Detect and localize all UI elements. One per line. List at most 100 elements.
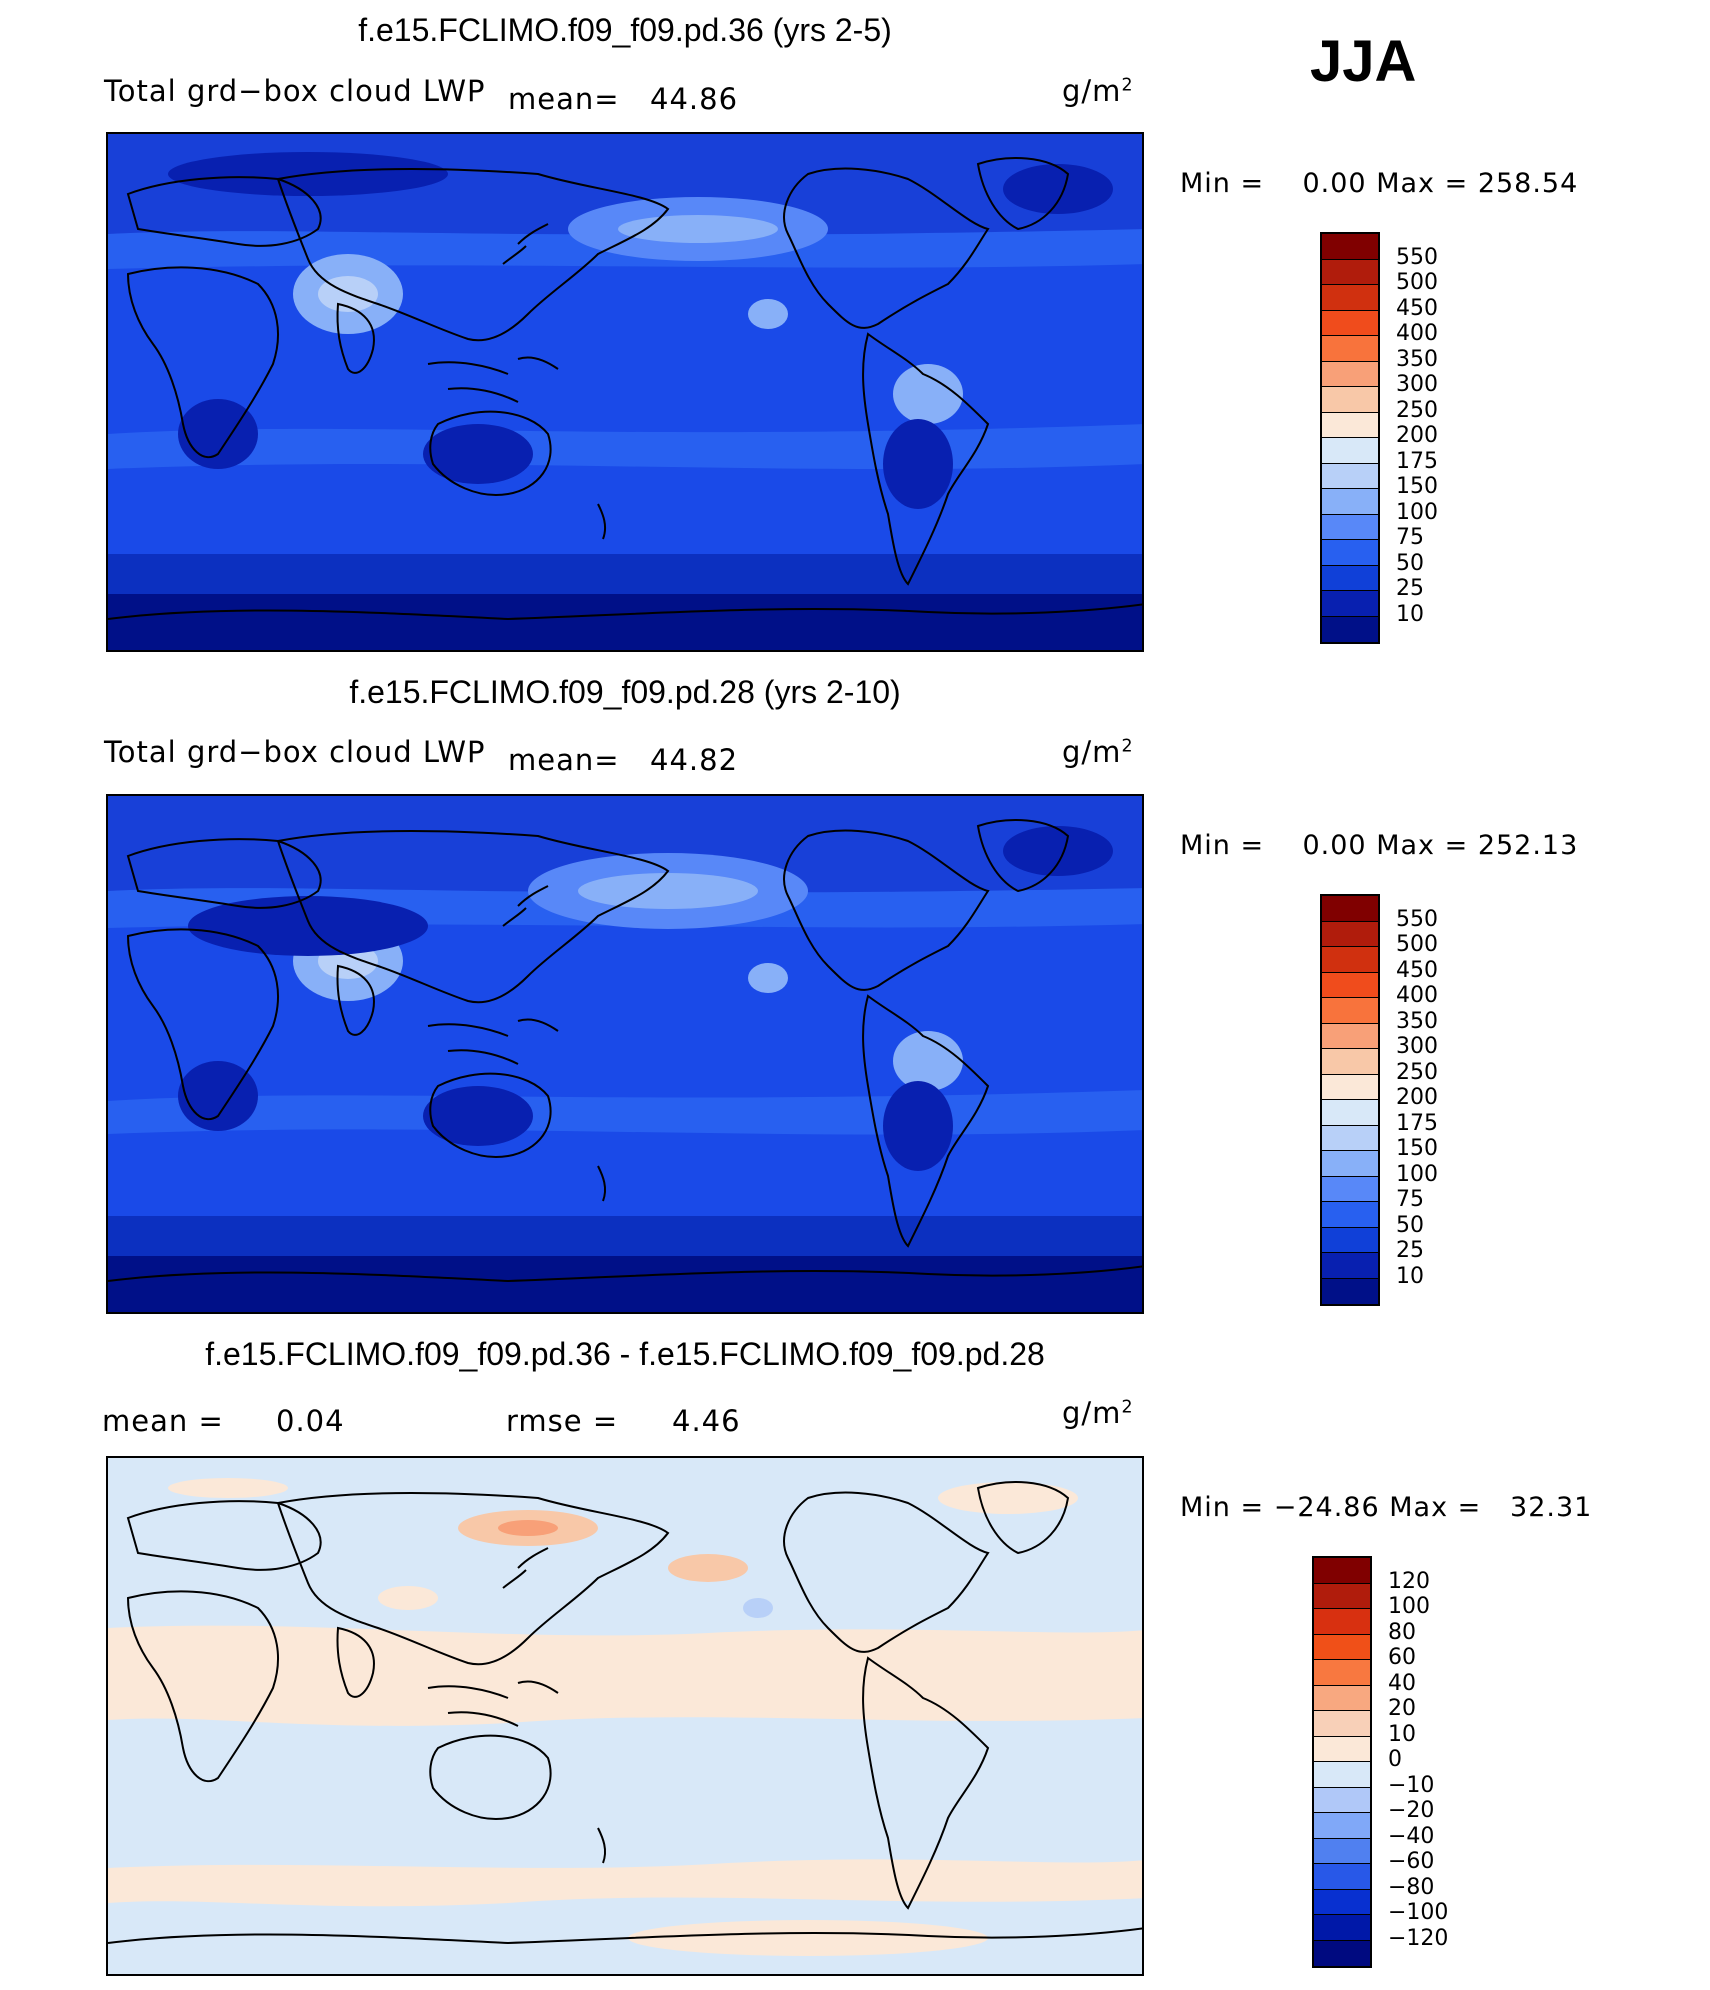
colorbar-swatch [1322, 1176, 1378, 1202]
colorbar-swatch [1322, 947, 1378, 973]
panel2-units: g/m2 [1062, 735, 1134, 769]
colorbar-label: 150 [1396, 474, 1438, 499]
colorbar-label: 550 [1396, 906, 1438, 932]
panel1-mean-value: 44.86 [650, 82, 739, 116]
colorbar-swatch [1322, 1227, 1378, 1253]
colorbar-swatch [1314, 1864, 1370, 1890]
colorbar-swatch [1314, 1940, 1370, 1966]
panel2-map-svg [108, 796, 1144, 1314]
colorbar-box [1320, 894, 1380, 1306]
colorbar-label: 10 [1396, 601, 1424, 627]
panel3-mean-value: 0.04 [276, 1404, 345, 1438]
colorbar-label: −120 [1388, 1925, 1449, 1951]
colorbar-label: 250 [1396, 397, 1438, 423]
colorbar-swatch [1322, 921, 1378, 947]
colorbar-swatch [1314, 1838, 1370, 1864]
colorbar-swatch [1322, 489, 1378, 515]
colorbar-swatch [1322, 591, 1378, 617]
panel3-mean-label: mean = [102, 1404, 224, 1438]
colorbar-swatch [1322, 361, 1378, 387]
colorbar-swatch [1322, 1125, 1378, 1151]
colorbar-swatch [1322, 565, 1378, 591]
colorbar-label: 400 [1396, 983, 1438, 1008]
colorbar-swatch [1314, 1558, 1370, 1584]
colorbar-label: 200 [1396, 1085, 1438, 1110]
colorbar-box [1312, 1556, 1372, 1968]
colorbar-label: 400 [1396, 321, 1438, 346]
colorbar-label: −10 [1388, 1772, 1435, 1798]
colorbar-swatch [1322, 1202, 1378, 1228]
colorbar-swatch [1314, 1787, 1370, 1813]
colorbar-swatch [1314, 1634, 1370, 1660]
colorbar-label: 75 [1396, 525, 1424, 550]
panel2-map [106, 794, 1144, 1314]
colorbar-label: 75 [1396, 1187, 1424, 1212]
colorbar-label: 100 [1396, 1161, 1438, 1187]
colorbar-label: 50 [1396, 550, 1424, 576]
colorbar-label: 500 [1396, 270, 1438, 295]
panel3-minmax: Min = −24.86 Max = 32.31 [1180, 1492, 1593, 1523]
colorbar-label: 350 [1396, 346, 1438, 372]
panel3-map [106, 1456, 1144, 1976]
colorbar-label: 150 [1396, 1136, 1438, 1161]
colorbar-label: 100 [1396, 499, 1438, 525]
colorbar-label: 50 [1396, 1212, 1424, 1238]
panel3-rmse-value: 4.46 [672, 1404, 741, 1438]
colorbar-label: 40 [1388, 1670, 1416, 1696]
panel2-mean-value: 44.82 [650, 743, 739, 777]
colorbar-swatch [1314, 1813, 1370, 1839]
colorbar-swatch [1322, 438, 1378, 464]
colorbar-label: −80 [1388, 1874, 1435, 1900]
colorbar-swatch [1322, 1100, 1378, 1126]
colorbar-label: 10 [1388, 1721, 1416, 1747]
colorbar-label: −20 [1388, 1798, 1435, 1823]
colorbar-label: 0 [1388, 1747, 1402, 1772]
colorbar-box [1320, 232, 1380, 644]
colorbar-swatch [1322, 1049, 1378, 1075]
colorbar-swatch [1322, 1151, 1378, 1177]
colorbar-swatch [1322, 387, 1378, 413]
panel1-units: g/m2 [1062, 74, 1134, 108]
colorbar-label: 175 [1396, 1110, 1438, 1136]
colorbar-swatch [1322, 896, 1378, 922]
colorbar-swatch [1314, 1685, 1370, 1711]
colorbar-swatch [1322, 616, 1378, 642]
colorbar-swatch [1322, 1253, 1378, 1279]
colorbar-label: 175 [1396, 448, 1438, 474]
colorbar-label: −100 [1388, 1900, 1449, 1925]
colorbar-label: −40 [1388, 1823, 1435, 1849]
colorbar-label: 350 [1396, 1008, 1438, 1034]
colorbar-swatch [1314, 1889, 1370, 1915]
colorbar-swatch [1314, 1736, 1370, 1762]
colorbar-swatch [1322, 972, 1378, 998]
colorbar-label: 300 [1396, 1034, 1438, 1059]
colorbar-label: −60 [1388, 1849, 1435, 1874]
colorbar-label: 550 [1396, 244, 1438, 270]
panel2-title: f.e15.FCLIMO.f09_f09.pd.28 (yrs 2-10) [349, 674, 901, 710]
colorbar-label: 200 [1396, 423, 1438, 448]
colorbar-swatch [1314, 1660, 1370, 1686]
panel2-minmax: Min = 0.00 Max = 252.13 [1180, 830, 1579, 861]
colorbar-swatch [1314, 1583, 1370, 1609]
panel3-title: f.e15.FCLIMO.f09_f09.pd.36 - f.e15.FCLIM… [205, 1336, 1045, 1372]
colorbar-swatch [1322, 1074, 1378, 1100]
colorbar-label: 500 [1396, 932, 1438, 957]
panel2-variable: Total grd−box cloud LWP [104, 735, 486, 769]
panel3-rmse-label: rmse = [506, 1404, 619, 1438]
colorbar-swatch [1314, 1609, 1370, 1635]
colorbar-label: 450 [1396, 957, 1438, 983]
colorbar-label: 20 [1388, 1696, 1416, 1721]
season-label: JJA [1310, 29, 1417, 94]
colorbar-swatch [1314, 1762, 1370, 1788]
colorbar-label: 80 [1388, 1619, 1416, 1645]
colorbar-label: 25 [1396, 1238, 1424, 1263]
panel1-map-svg [108, 134, 1144, 652]
colorbar-label: 100 [1388, 1594, 1430, 1619]
colorbar-swatch [1322, 285, 1378, 311]
colorbar-swatch [1314, 1711, 1370, 1737]
colorbar-swatch [1322, 514, 1378, 540]
panel1-minmax: Min = 0.00 Max = 258.54 [1180, 168, 1579, 199]
colorbar-label: 300 [1396, 372, 1438, 397]
colorbar-swatch [1314, 1915, 1370, 1941]
panel1-variable: Total grd−box cloud LWP [104, 74, 486, 108]
